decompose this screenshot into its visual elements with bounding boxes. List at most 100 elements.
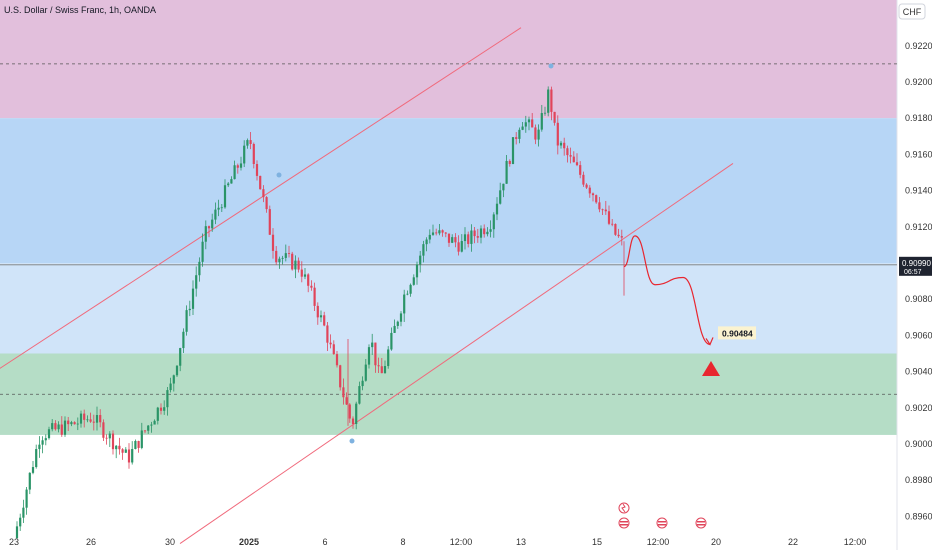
candle-body bbox=[527, 119, 531, 123]
candle-body bbox=[422, 244, 425, 256]
countdown-label: 06:57 bbox=[904, 269, 922, 276]
candle-body bbox=[271, 234, 275, 251]
event-icons[interactable] bbox=[618, 502, 707, 529]
candle-body bbox=[102, 422, 105, 438]
time-tick-label: 2025 bbox=[239, 537, 259, 547]
candle-body bbox=[611, 223, 614, 225]
us-flag-icon[interactable] bbox=[695, 517, 707, 529]
candle-body bbox=[367, 347, 371, 365]
time-tick-label: 13 bbox=[516, 537, 526, 547]
candle-body bbox=[473, 230, 476, 237]
candle-body bbox=[86, 419, 89, 421]
candle-body bbox=[294, 260, 297, 270]
candle-body bbox=[540, 113, 543, 130]
candle-body bbox=[22, 507, 25, 518]
candle-body bbox=[259, 175, 262, 190]
candle-body bbox=[265, 197, 268, 210]
candle-body bbox=[284, 253, 287, 258]
time-tick-label: 20 bbox=[711, 537, 721, 547]
candle-body bbox=[169, 383, 172, 391]
candle-body bbox=[601, 209, 604, 211]
candle-body bbox=[387, 349, 390, 367]
candle-body bbox=[159, 407, 163, 411]
candle-body bbox=[451, 237, 454, 243]
candle-body bbox=[28, 472, 31, 490]
candle-body bbox=[543, 112, 547, 114]
chart-background bbox=[0, 434, 897, 535]
candle-body bbox=[223, 185, 227, 208]
candle-body bbox=[195, 275, 198, 289]
time-tick-label: 12:00 bbox=[844, 537, 867, 547]
candle-body bbox=[175, 365, 179, 376]
time-tick-label: 22 bbox=[788, 537, 798, 547]
candle-body bbox=[457, 242, 460, 252]
candle-body bbox=[614, 223, 617, 235]
candle-body bbox=[604, 209, 607, 212]
candle-body bbox=[355, 403, 358, 424]
candle-body bbox=[316, 305, 319, 318]
candle-body bbox=[598, 202, 601, 210]
candle-body bbox=[198, 261, 201, 276]
candle-body bbox=[364, 364, 367, 381]
candle-body bbox=[313, 287, 316, 306]
candle-body bbox=[339, 365, 342, 388]
candle-body bbox=[153, 420, 156, 425]
candle-body bbox=[511, 137, 515, 164]
symbol-title: U.S. Dollar / Swiss Franc, 1h, OANDA bbox=[4, 5, 156, 15]
candle-body bbox=[374, 342, 377, 366]
candle-body bbox=[201, 241, 204, 262]
candle-body bbox=[342, 387, 345, 398]
candle-body bbox=[268, 209, 271, 235]
candle-body bbox=[163, 407, 166, 411]
candle-body bbox=[467, 234, 470, 244]
time-tick-label: 12:00 bbox=[450, 537, 473, 547]
candle-body bbox=[351, 418, 355, 424]
candle-body bbox=[531, 119, 534, 128]
candle-body bbox=[166, 390, 169, 408]
candle-body bbox=[454, 237, 457, 243]
candle-body bbox=[41, 440, 44, 445]
currency-label: CHF bbox=[903, 7, 922, 17]
candle-body bbox=[572, 156, 575, 163]
candle-body bbox=[505, 160, 508, 184]
candle-body bbox=[191, 288, 195, 309]
candle-body bbox=[211, 219, 214, 229]
projection-layer bbox=[623, 235, 720, 376]
candle-body bbox=[518, 129, 521, 139]
dividend-icon[interactable] bbox=[618, 502, 630, 514]
candle-body bbox=[115, 445, 118, 450]
candle-body bbox=[428, 234, 431, 240]
candle-body bbox=[447, 233, 451, 243]
pivot-dot bbox=[276, 172, 282, 178]
candle-body bbox=[479, 228, 483, 238]
currency-button[interactable]: CHF bbox=[898, 3, 926, 20]
candle-body bbox=[329, 342, 332, 345]
time-axis[interactable]: 23 26 30 2025 6 8 12:00 13 15 12:00 20 22 12:00 bbox=[9, 537, 866, 547]
time-tick-label: 15 bbox=[592, 537, 602, 547]
candle-body bbox=[591, 193, 595, 196]
us-flag-icon[interactable] bbox=[618, 517, 630, 529]
bolt-icon bbox=[621, 503, 626, 513]
candle-body bbox=[236, 165, 239, 168]
time-tick-label: 30 bbox=[165, 537, 175, 547]
candle-body bbox=[83, 413, 86, 420]
candle-body bbox=[239, 163, 243, 168]
current-price-label: 0.90990 bbox=[902, 259, 931, 268]
candle-body bbox=[620, 236, 623, 238]
us-flag-icon[interactable] bbox=[656, 517, 668, 529]
candle-body bbox=[227, 183, 230, 186]
candle-body bbox=[111, 433, 115, 450]
candle-body bbox=[278, 258, 281, 263]
candle-body bbox=[396, 321, 399, 326]
candle-body bbox=[217, 207, 220, 210]
candle-body bbox=[335, 354, 339, 366]
current-price-badge: 0.90990 06:57 bbox=[899, 256, 932, 276]
